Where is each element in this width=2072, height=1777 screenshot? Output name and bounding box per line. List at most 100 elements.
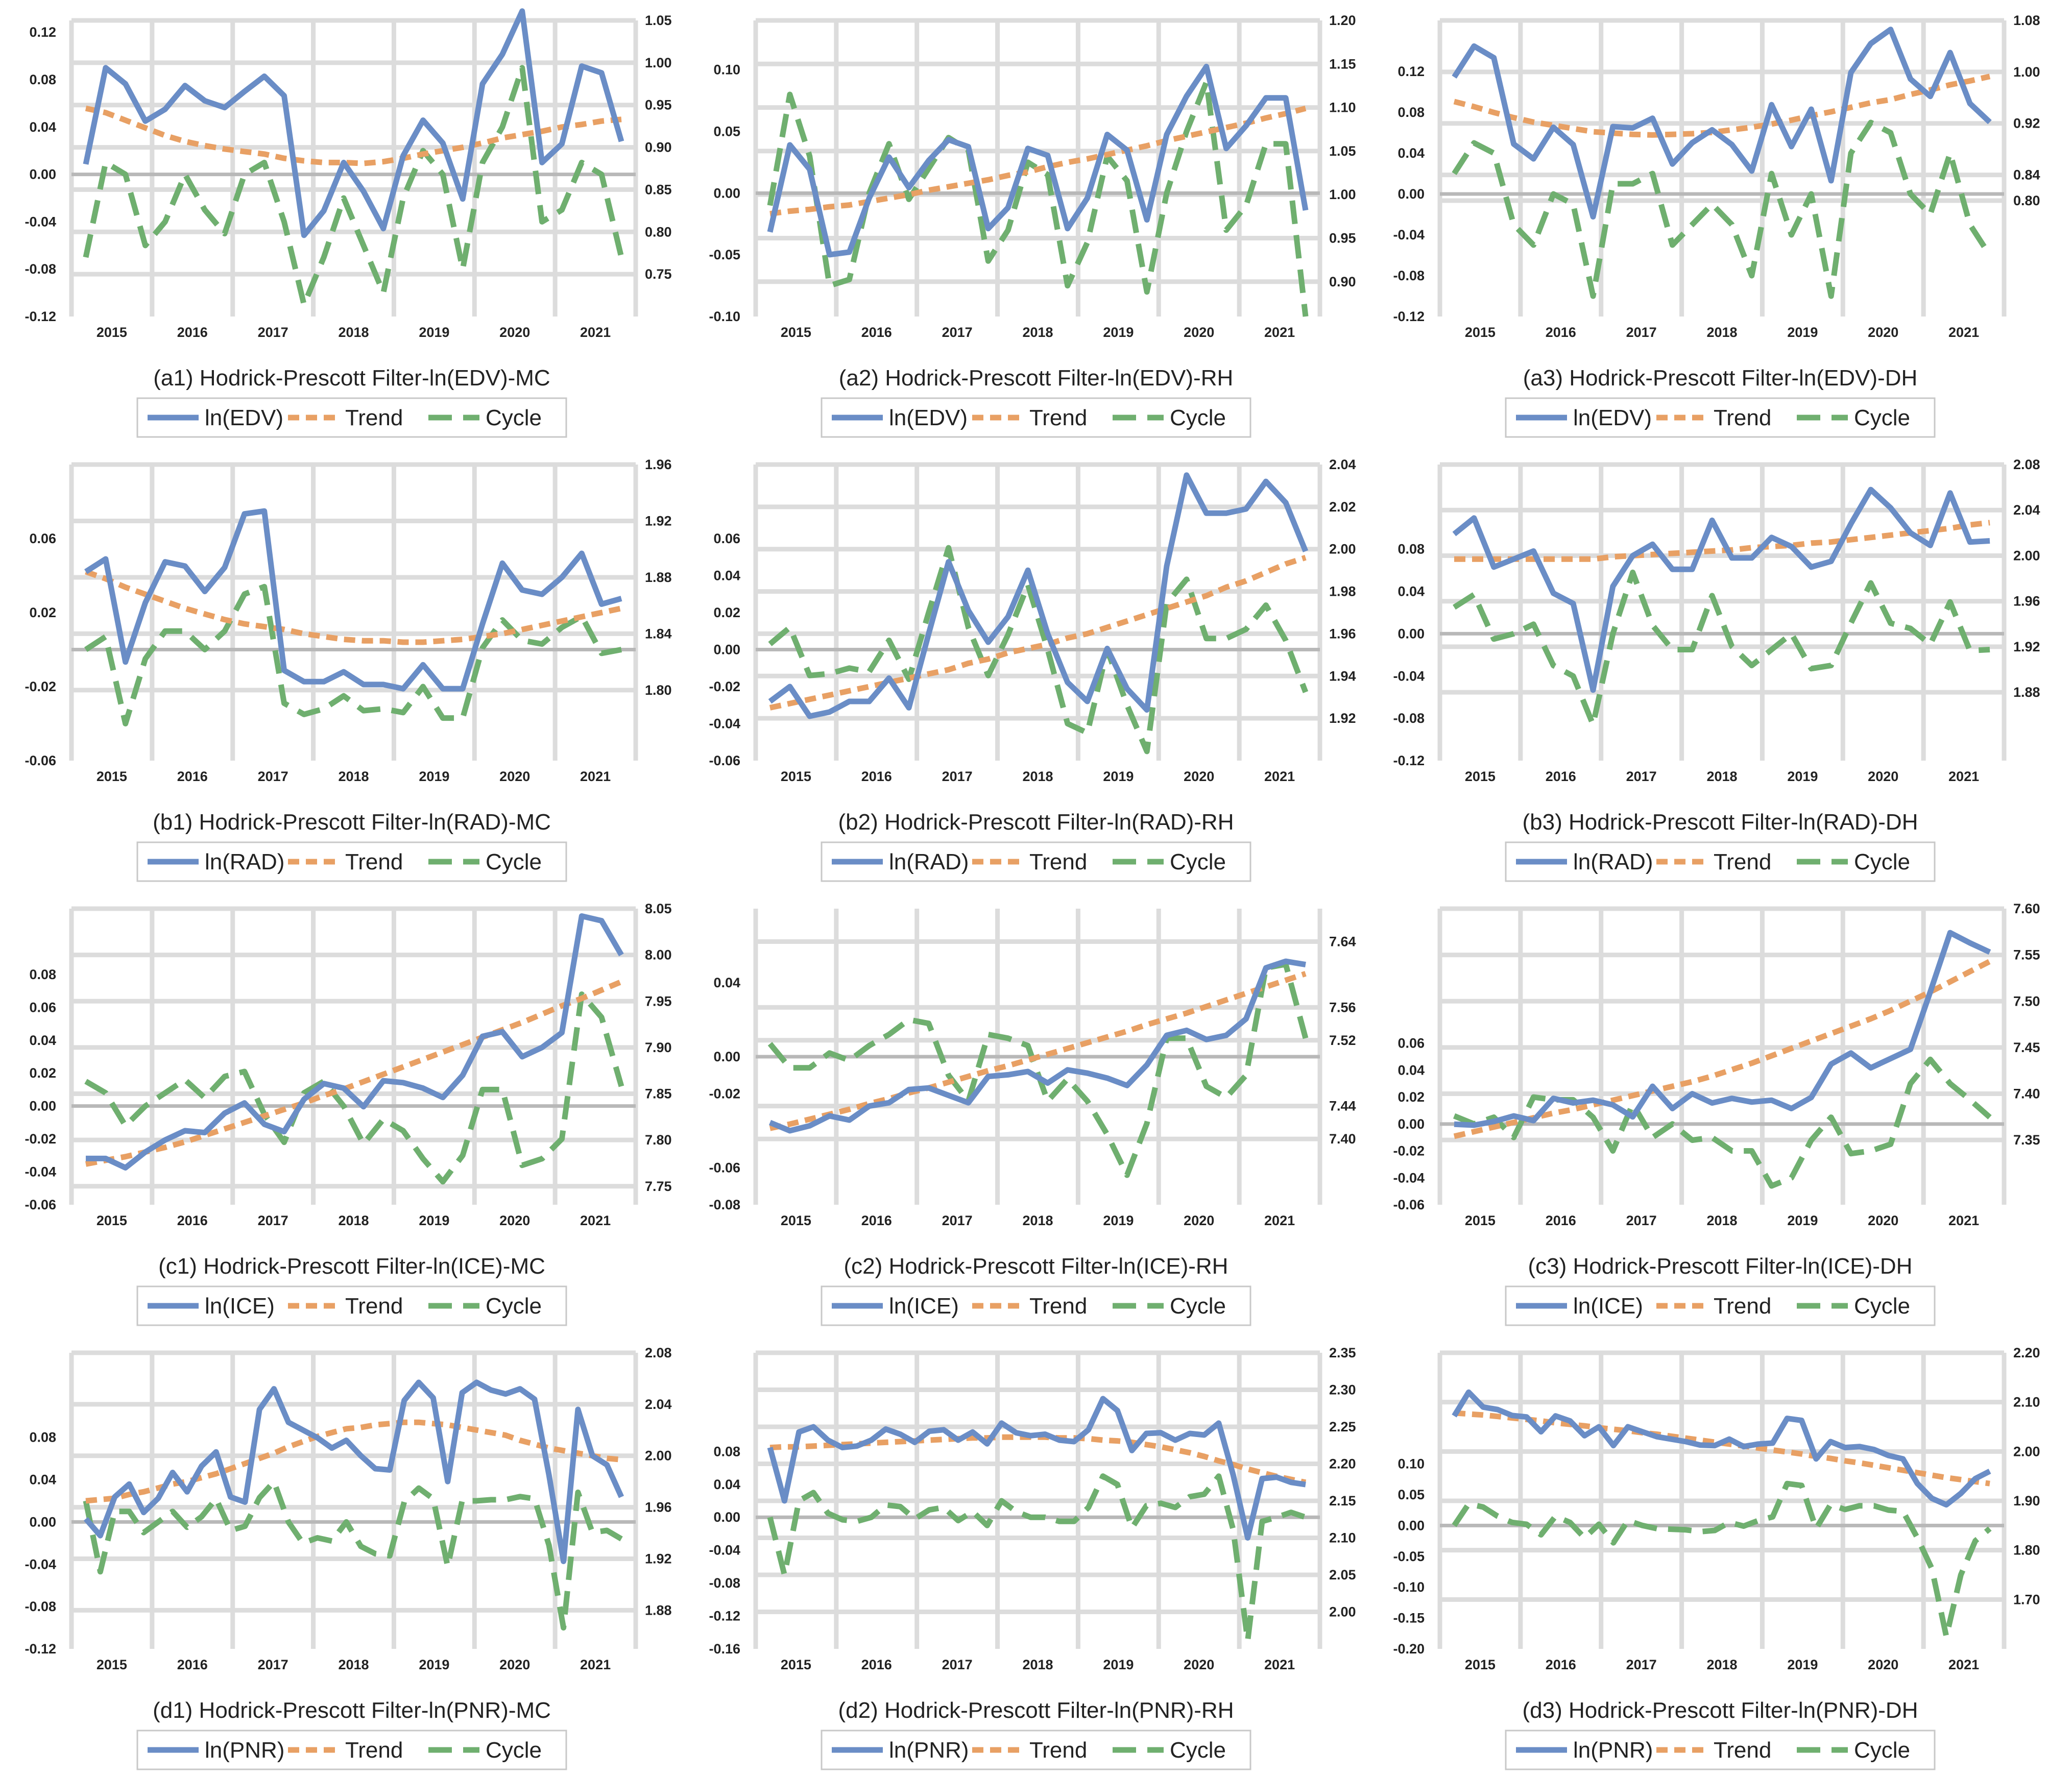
year-label: 2017: [942, 325, 973, 340]
series-line: [1452, 486, 1990, 693]
series-line: [1452, 1389, 1991, 1508]
legend-box: [136, 397, 567, 438]
right-tick-label: 2.00: [1329, 542, 1356, 557]
year-label: 2019: [1787, 1657, 1818, 1672]
left-tick-label: -0.02: [25, 679, 56, 694]
right-tick-label: 2.15: [1329, 1493, 1356, 1508]
left-tick-label: -0.12: [25, 1641, 56, 1657]
right-tick-label: 0.80: [645, 224, 672, 239]
panel-title: (c3) Hodrick-Prescott Filter-ln(ICE)-DH: [1528, 1254, 1913, 1279]
right-tick-label: 2.02: [1329, 499, 1356, 515]
left-tick-label: 0.04: [1398, 584, 1425, 599]
panel-11: 0.08 0.04 0.00 -0.04 -0.08 -0.12 -0.16 2.35 2.30…: [709, 1345, 1356, 1770]
left-tick-label: 0.00: [29, 1514, 56, 1529]
year-label: 2019: [419, 769, 449, 784]
panel-5: 0.06 0.04 0.02 0.00 -0.02 -0.04 -0.06 2.04 2.02 2…: [709, 457, 1356, 882]
cycle-line: [767, 961, 1309, 1178]
right-tick-label: 2.08: [2013, 457, 2040, 472]
year-label: 2021: [1948, 325, 1979, 340]
left-tick-label: -0.06: [709, 1160, 740, 1176]
left-tick-label: 0.04: [1398, 145, 1425, 161]
series-line: [1452, 27, 1992, 220]
year-label: 2017: [942, 1213, 973, 1228]
legend-box: [821, 1730, 1251, 1770]
legend-cycle-label: Cycle: [1854, 849, 1910, 874]
left-tick-label: -0.04: [25, 214, 56, 229]
year-label: 2019: [419, 1213, 449, 1228]
trend-line: [769, 971, 1307, 1131]
right-tick-label: 0.90: [1329, 274, 1356, 289]
left-tick-label: 0.05: [713, 124, 740, 139]
cycle-line: [1452, 1480, 1992, 1640]
right-tick-label: 1.96: [645, 457, 672, 472]
panel-title: (b3) Hodrick-Prescott Filter-ln(RAD)-DH: [1523, 810, 1918, 835]
legend-cycle-label: Cycle: [486, 1294, 542, 1319]
year-label: 2020: [1184, 769, 1214, 784]
left-tick-label: 0.00: [29, 167, 56, 182]
year-label: 2015: [1465, 1657, 1496, 1672]
left-tick-label: -0.08: [25, 261, 56, 277]
right-tick-label: 0.80: [2013, 193, 2040, 208]
left-tick-label: -0.06: [709, 753, 740, 768]
panel-4: 0.06 0.02 -0.02 -0.06 1.96 1.92 1.88 1.84 1.80 20…: [25, 457, 672, 882]
panel-title: (b2) Hodrick-Prescott Filter-ln(RAD)-RH: [838, 810, 1234, 835]
trend-line: [1453, 959, 1991, 1139]
cycle-line: [83, 1479, 623, 1631]
left-tick-label: 0.08: [29, 967, 56, 982]
legend-cycle-label: Cycle: [1854, 1738, 1910, 1763]
year-label: 2016: [861, 1213, 892, 1228]
left-tick-label: -0.04: [1393, 1170, 1425, 1185]
right-tick-label: 0.92: [2013, 116, 2040, 131]
left-tick-label: 0.00: [1398, 626, 1425, 641]
legend-series-label: ln(EDV): [889, 405, 968, 430]
right-tick-label: 1.00: [1329, 187, 1356, 202]
year-label: 2020: [1184, 325, 1214, 340]
right-tick-label: 2.04: [1329, 457, 1356, 472]
trend-line: [1454, 520, 1990, 562]
legend-series-label: ln(ICE): [205, 1294, 275, 1319]
left-tick-label: -0.10: [709, 309, 740, 324]
left-tick-label: 0.12: [1398, 64, 1425, 79]
year-label: 2018: [338, 325, 369, 340]
left-tick-label: -0.12: [1393, 753, 1425, 768]
legend: ln(RAD) Trend Cycle: [136, 841, 567, 882]
panel-title: (a2) Hodrick-Prescott Filter-ln(EDV)-RH: [839, 366, 1234, 391]
right-tick-label: 1.98: [1329, 584, 1356, 599]
series-line: [83, 8, 624, 238]
left-tick-label: -0.10: [1393, 1579, 1425, 1595]
left-tick-label: -0.06: [25, 753, 56, 768]
legend-series-label: ln(RAD): [889, 849, 969, 874]
right-tick-label: 7.64: [1329, 934, 1356, 949]
year-label: 2018: [1022, 1213, 1053, 1228]
year-label: 2020: [1184, 1213, 1214, 1228]
legend-cycle-label: Cycle: [486, 1738, 542, 1763]
legend-box: [821, 1285, 1251, 1326]
left-tick-label: 0.02: [1398, 1089, 1425, 1105]
right-tick-label: 1.00: [645, 55, 672, 70]
right-tick-label: 1.92: [645, 513, 672, 528]
year-label: 2018: [1706, 1213, 1737, 1228]
right-tick-label: 1.88: [645, 570, 672, 585]
right-tick-label: 1.88: [2013, 685, 2040, 700]
year-label: 2017: [942, 769, 973, 784]
legend-cycle-label: Cycle: [1854, 405, 1910, 430]
right-tick-label: 1.05: [645, 13, 672, 28]
left-tick-label: 0.08: [713, 1444, 740, 1459]
year-label: 2021: [1948, 1213, 1979, 1228]
legend-trend-label: Trend: [345, 405, 403, 430]
legend-box: [1505, 1730, 1936, 1770]
legend-series-label: ln(ICE): [889, 1294, 959, 1319]
series-line: [767, 1396, 1306, 1541]
cycle-line: [83, 65, 624, 308]
left-tick-label: -0.05: [1393, 1549, 1425, 1564]
right-tick-label: 0.85: [645, 182, 672, 197]
year-label: 2021: [1264, 1213, 1295, 1228]
legend: ln(ICE) Trend Cycle: [821, 1285, 1251, 1326]
legend-series-label: ln(ICE): [1573, 1294, 1643, 1319]
left-tick-label: 0.00: [713, 1049, 740, 1064]
series-line: [768, 472, 1309, 719]
left-tick-label: 0.06: [29, 531, 56, 546]
year-label: 2020: [1868, 769, 1898, 784]
left-tick-label: 0.10: [1398, 1456, 1425, 1472]
